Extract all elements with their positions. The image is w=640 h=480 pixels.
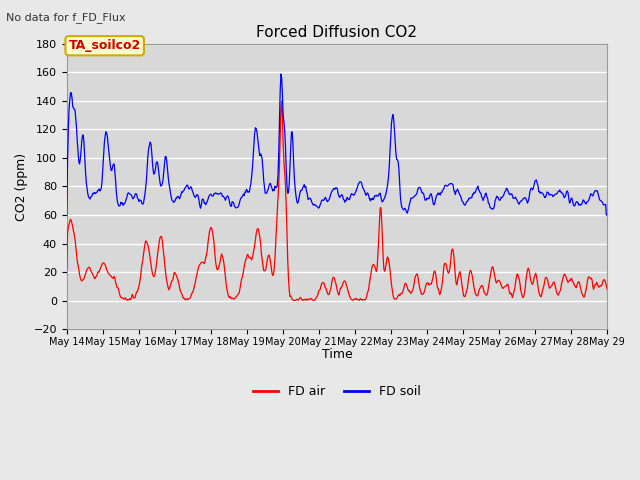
Text: No data for f_FD_Flux: No data for f_FD_Flux [6,12,126,23]
X-axis label: Time: Time [321,348,353,361]
Title: Forced Diffusion CO2: Forced Diffusion CO2 [257,24,417,39]
Legend: FD air, FD soil: FD air, FD soil [248,380,426,403]
Y-axis label: CO2 (ppm): CO2 (ppm) [15,152,28,220]
Text: TA_soilco2: TA_soilco2 [68,39,141,52]
